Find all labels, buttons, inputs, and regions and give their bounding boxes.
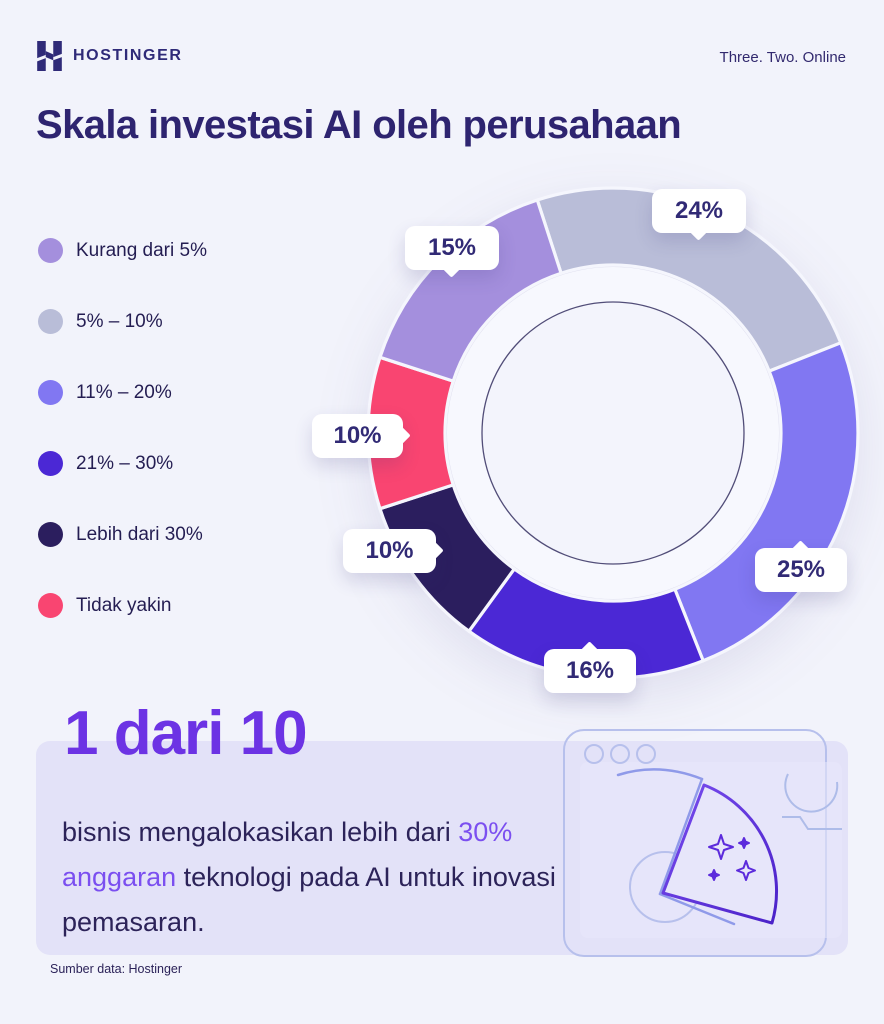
legend-dot xyxy=(38,593,63,618)
highlight-accent: 30% anggaran xyxy=(62,817,513,892)
slice-value-callout: 24% xyxy=(652,189,746,241)
slice-value-callout: 16% xyxy=(544,641,636,693)
donut-chart xyxy=(366,186,860,680)
legend-label: 5% – 10% xyxy=(76,310,163,332)
legend-dot xyxy=(38,522,63,547)
highlight-body-text: teknologi pada AI untuk inovasi pemasara… xyxy=(62,862,556,937)
highlight-heading: 1 dari 10 xyxy=(64,699,308,768)
brand-name: HOSTINGER xyxy=(73,47,183,64)
legend-dot xyxy=(38,380,63,405)
source-note: Sumber data: Hostinger xyxy=(50,962,183,976)
slice-value-callout: 15% xyxy=(405,226,499,278)
legend-label: 11% – 20% xyxy=(76,381,172,403)
legend-dot xyxy=(38,451,63,476)
donut-inner-ring xyxy=(481,301,745,565)
legend-dot xyxy=(38,309,63,334)
chart-legend: Kurang dari 5% 5% – 10% 11% – 20% 21% – 30%… xyxy=(38,238,207,664)
legend-label: Tidak yakin xyxy=(76,594,172,616)
donut-slice xyxy=(673,341,860,663)
legend-label: 21% – 30% xyxy=(76,452,174,474)
window-controls-icon xyxy=(584,744,656,764)
legend-item: Lebih dari 30% xyxy=(38,522,207,547)
slice-value-callout: 10% xyxy=(343,529,444,573)
donut-slice xyxy=(378,198,563,383)
browser-pie-illustration xyxy=(556,722,848,967)
legend-item: 21% – 30% xyxy=(38,451,207,476)
legend-item: Tidak yakin xyxy=(38,593,207,618)
highlight-body: bisnis mengalokasikan lebih dari 30% ang… xyxy=(62,810,610,945)
brand: HOSTINGER xyxy=(36,41,183,71)
hostinger-logo-icon xyxy=(36,41,63,71)
legend-label: Kurang dari 5% xyxy=(76,239,207,261)
pie-slice-back-icon xyxy=(616,768,736,926)
legend-label: Lebih dari 30% xyxy=(76,523,203,545)
legend-item: Kurang dari 5% xyxy=(38,238,207,263)
brand-tagline: Three. Two. Online xyxy=(719,49,846,66)
circle-decoration-icon xyxy=(782,773,842,830)
donut-slice xyxy=(535,186,843,373)
legend-item: 11% – 20% xyxy=(38,380,207,405)
slice-value-callout: 10% xyxy=(312,414,411,458)
slice-value-callout: 25% xyxy=(755,540,847,592)
sparkles-icon xyxy=(708,834,756,881)
legend-dot xyxy=(38,238,63,263)
legend-item: 5% – 10% xyxy=(38,309,207,334)
highlight-body-text: bisnis mengalokasikan lebih dari xyxy=(62,817,459,847)
page-title: Skala investasi AI oleh perusahaan xyxy=(36,103,682,147)
